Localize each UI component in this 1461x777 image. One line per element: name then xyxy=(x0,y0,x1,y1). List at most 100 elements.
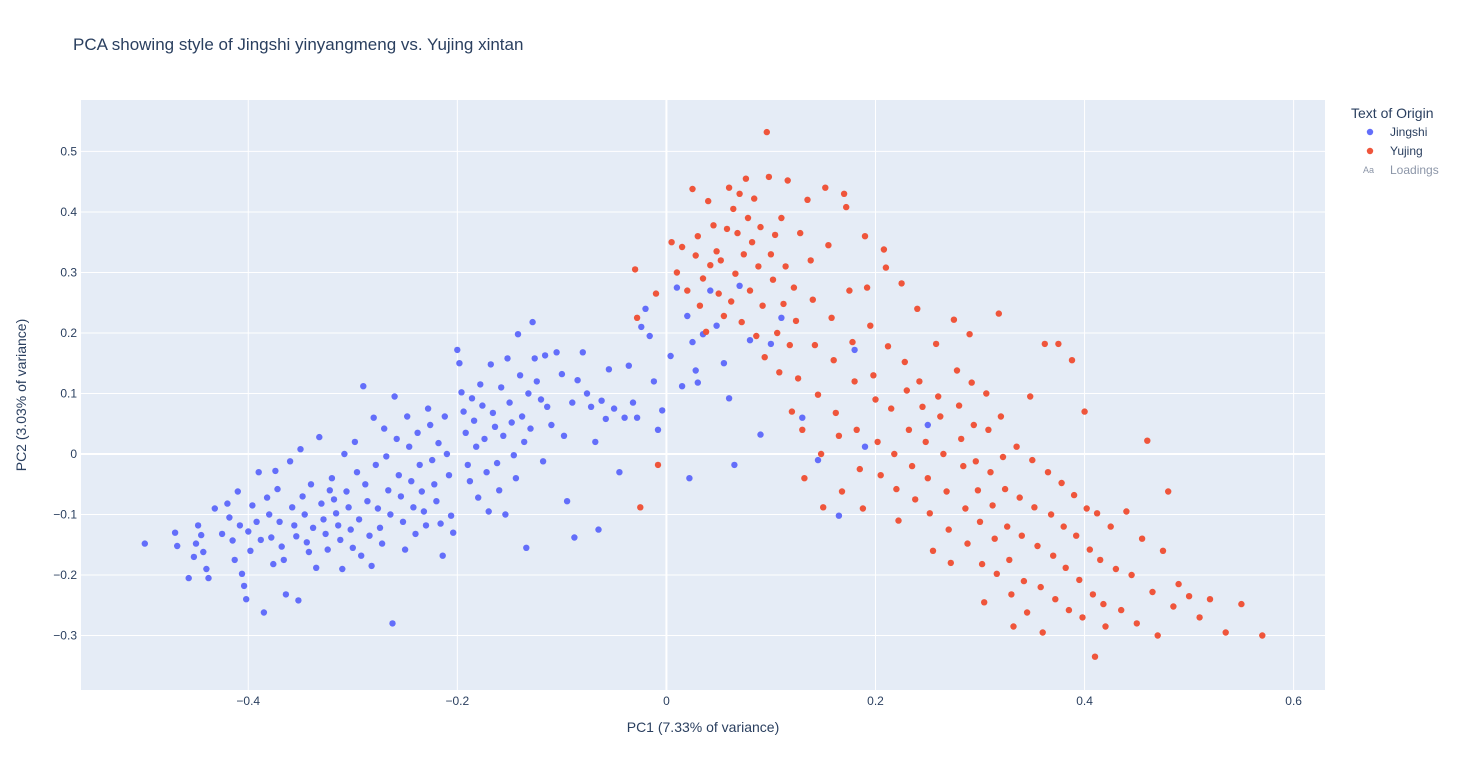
scatter-point-yujing[interactable] xyxy=(717,257,724,264)
scatter-point-jingshi[interactable] xyxy=(282,591,290,598)
scatter-point-jingshi[interactable] xyxy=(368,562,375,570)
scatter-point-yujing[interactable] xyxy=(835,432,843,439)
scatter-point-yujing[interactable] xyxy=(958,435,965,443)
scatter-point-yujing[interactable] xyxy=(1050,552,1057,559)
scatter-point-yujing[interactable] xyxy=(761,354,768,361)
scatter-point-jingshi[interactable] xyxy=(477,381,484,388)
scatter-point-yujing[interactable] xyxy=(1070,491,1078,499)
scatter-point-jingshi[interactable] xyxy=(470,417,478,424)
scatter-point-yujing[interactable] xyxy=(780,300,787,308)
scatter-point-yujing[interactable] xyxy=(1089,591,1097,598)
scatter-point-yujing[interactable] xyxy=(763,128,770,136)
scatter-point-yujing[interactable] xyxy=(991,535,998,542)
scatter-point-jingshi[interactable] xyxy=(343,488,350,495)
scatter-point-yujing[interactable] xyxy=(893,485,900,493)
scatter-point-yujing[interactable] xyxy=(968,379,975,386)
scatter-point-yujing[interactable] xyxy=(1052,596,1059,603)
scatter-point-yujing[interactable] xyxy=(1029,456,1036,464)
scatter-point-yujing[interactable] xyxy=(771,231,779,239)
scatter-point-yujing[interactable] xyxy=(1013,443,1020,450)
scatter-point-yujing[interactable] xyxy=(981,599,988,606)
scatter-point-yujing[interactable] xyxy=(753,332,760,340)
scatter-point-jingshi[interactable] xyxy=(462,429,469,436)
scatter-point-jingshi[interactable] xyxy=(539,458,547,465)
scatter-point-yujing[interactable] xyxy=(694,233,701,240)
scatter-point-jingshi[interactable] xyxy=(374,505,382,512)
scatter-point-jingshi[interactable] xyxy=(667,352,674,360)
scatter-point-yujing[interactable] xyxy=(696,302,704,309)
scatter-point-yujing[interactable] xyxy=(633,314,641,321)
scatter-point-yujing[interactable] xyxy=(1170,603,1177,610)
scatter-point-jingshi[interactable] xyxy=(544,403,551,410)
scatter-point-jingshi[interactable] xyxy=(332,510,340,517)
scatter-point-yujing[interactable] xyxy=(734,229,741,237)
scatter-point-yujing[interactable] xyxy=(903,387,910,394)
scatter-point-jingshi[interactable] xyxy=(616,469,623,476)
scatter-point-yujing[interactable] xyxy=(955,402,963,409)
scatter-point-jingshi[interactable] xyxy=(234,488,241,495)
scatter-point-yujing[interactable] xyxy=(1112,565,1120,573)
scatter-point-yujing[interactable] xyxy=(1097,556,1104,564)
scatter-point-yujing[interactable] xyxy=(964,540,971,547)
scatter-point-yujing[interactable] xyxy=(1102,623,1109,630)
scatter-point-jingshi[interactable] xyxy=(638,323,645,331)
scatter-point-yujing[interactable] xyxy=(748,239,756,246)
scatter-point-yujing[interactable] xyxy=(702,328,710,335)
scatter-point-yujing[interactable] xyxy=(880,246,888,253)
scatter-point-jingshi[interactable] xyxy=(266,511,273,518)
scatter-point-yujing[interactable] xyxy=(1037,583,1044,591)
scatter-point-yujing[interactable] xyxy=(901,358,908,366)
scatter-point-jingshi[interactable] xyxy=(479,402,486,409)
scatter-point-jingshi[interactable] xyxy=(757,431,764,438)
scatter-point-jingshi[interactable] xyxy=(692,367,699,374)
scatter-point-yujing[interactable] xyxy=(654,461,662,469)
scatter-point-yujing[interactable] xyxy=(853,426,860,433)
scatter-point-jingshi[interactable] xyxy=(531,355,538,362)
scatter-point-jingshi[interactable] xyxy=(353,469,361,476)
scatter-point-jingshi[interactable] xyxy=(814,456,822,464)
scatter-point-jingshi[interactable] xyxy=(456,360,463,367)
scatter-point-jingshi[interactable] xyxy=(725,395,733,402)
scatter-point-jingshi[interactable] xyxy=(481,435,488,443)
scatter-point-yujing[interactable] xyxy=(1123,508,1130,515)
scatter-point-jingshi[interactable] xyxy=(272,467,279,475)
legend-item-loadings[interactable]: Aa Loadings xyxy=(1363,163,1439,177)
scatter-point-jingshi[interactable] xyxy=(445,472,453,479)
scatter-point-jingshi[interactable] xyxy=(767,340,775,348)
scatter-point-yujing[interactable] xyxy=(1073,532,1080,539)
scatter-point-yujing[interactable] xyxy=(740,251,747,258)
scatter-point-yujing[interactable] xyxy=(888,405,895,412)
scatter-point-jingshi[interactable] xyxy=(427,421,434,429)
scatter-point-jingshi[interactable] xyxy=(418,488,425,495)
scatter-point-jingshi[interactable] xyxy=(433,498,440,505)
scatter-point-yujing[interactable] xyxy=(825,242,832,249)
scatter-point-jingshi[interactable] xyxy=(437,520,444,527)
scatter-point-jingshi[interactable] xyxy=(301,511,308,518)
scatter-point-yujing[interactable] xyxy=(705,197,712,205)
scatter-point-jingshi[interactable] xyxy=(355,516,363,523)
scatter-point-jingshi[interactable] xyxy=(238,570,246,577)
scatter-point-yujing[interactable] xyxy=(820,504,827,511)
scatter-point-yujing[interactable] xyxy=(838,488,846,495)
scatter-point-jingshi[interactable] xyxy=(381,425,388,432)
scatter-point-jingshi[interactable] xyxy=(231,556,238,564)
scatter-point-yujing[interactable] xyxy=(732,270,739,277)
scatter-point-jingshi[interactable] xyxy=(443,450,451,458)
scatter-point-yujing[interactable] xyxy=(1196,614,1203,621)
scatter-point-jingshi[interactable] xyxy=(376,524,384,531)
scatter-point-yujing[interactable] xyxy=(1039,629,1046,636)
scatter-point-yujing[interactable] xyxy=(767,251,775,258)
scatter-point-jingshi[interactable] xyxy=(218,530,226,538)
scatter-point-jingshi[interactable] xyxy=(289,504,296,511)
scatter-point-yujing[interactable] xyxy=(987,469,994,476)
scatter-point-jingshi[interactable] xyxy=(297,446,304,453)
scatter-point-jingshi[interactable] xyxy=(249,502,256,509)
scatter-point-jingshi[interactable] xyxy=(263,494,271,501)
scatter-point-yujing[interactable] xyxy=(905,426,913,433)
scatter-point-jingshi[interactable] xyxy=(200,548,207,556)
scatter-point-yujing[interactable] xyxy=(993,570,1000,577)
scatter-point-yujing[interactable] xyxy=(953,367,961,374)
scatter-point-yujing[interactable] xyxy=(849,338,856,346)
scatter-point-yujing[interactable] xyxy=(755,263,762,270)
scatter-point-jingshi[interactable] xyxy=(291,522,298,529)
